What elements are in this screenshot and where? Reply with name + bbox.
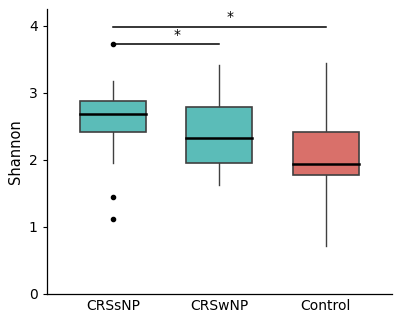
- Text: *: *: [226, 10, 233, 24]
- Bar: [80, 101, 146, 132]
- Text: *: *: [173, 28, 180, 42]
- Bar: [186, 108, 252, 163]
- Bar: [293, 132, 359, 175]
- Y-axis label: Shannon: Shannon: [8, 119, 23, 184]
